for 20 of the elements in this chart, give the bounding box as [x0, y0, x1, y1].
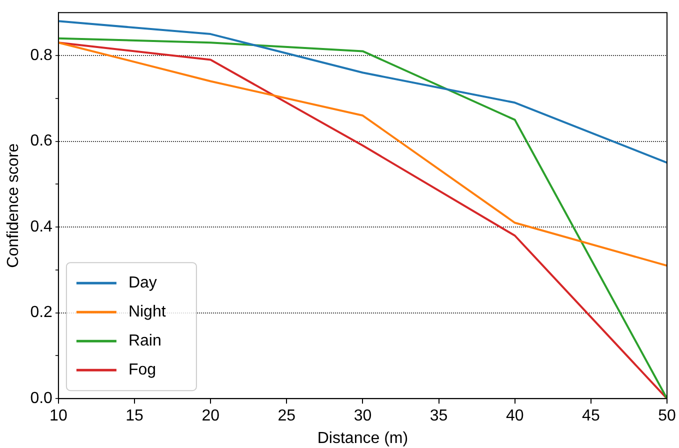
x-tick-label: 35: [430, 408, 448, 425]
legend-label: Day: [128, 274, 157, 292]
x-tick-label: 30: [354, 408, 372, 425]
x-tick-label: 20: [202, 408, 220, 425]
x-axis-title: Distance (m): [317, 430, 408, 447]
legend-label: Night: [128, 304, 166, 321]
y-tick-label: 0.0: [30, 390, 53, 408]
x-tick-label: 10: [50, 408, 68, 425]
legend-label: Rain: [128, 332, 162, 350]
x-tick-label: 15: [126, 408, 144, 425]
y-tick-label: 0.6: [30, 132, 53, 150]
legend-label: Fog: [128, 362, 156, 379]
x-tick-label: 50: [658, 408, 676, 425]
y-tick-label: 0.2: [30, 304, 53, 322]
y-axis-title: Confidence score: [5, 143, 22, 268]
y-tick-label: 0.4: [30, 218, 53, 236]
x-tick-label: 25: [278, 408, 296, 425]
x-tick-label: 45: [582, 408, 600, 425]
y-tick-label: 0.8: [30, 46, 53, 64]
x-tick-label: 40: [506, 408, 524, 425]
